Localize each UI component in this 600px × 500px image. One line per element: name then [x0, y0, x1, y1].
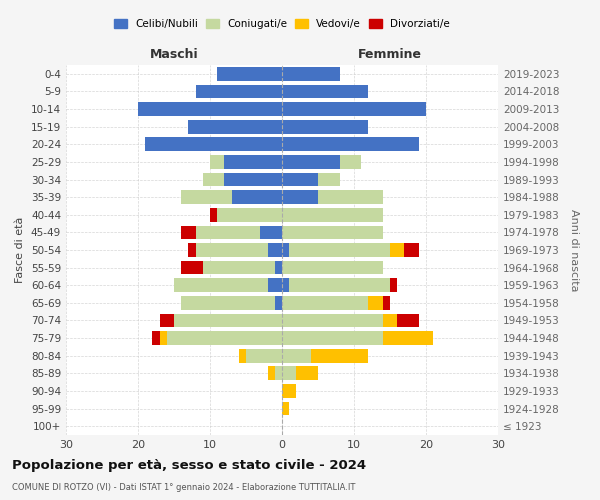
- Bar: [268, 278, 282, 292]
- Bar: [188, 120, 282, 134]
- Bar: [181, 226, 196, 239]
- Bar: [383, 314, 397, 328]
- Bar: [282, 102, 426, 116]
- Bar: [210, 155, 224, 169]
- Text: Popolazione per età, sesso e stato civile - 2024: Popolazione per età, sesso e stato civil…: [12, 460, 366, 472]
- Bar: [260, 226, 282, 239]
- Bar: [268, 243, 282, 257]
- Bar: [181, 260, 203, 274]
- Bar: [239, 349, 246, 362]
- Bar: [289, 243, 390, 257]
- Bar: [196, 226, 260, 239]
- Bar: [282, 226, 383, 239]
- Bar: [282, 190, 318, 204]
- Bar: [275, 296, 282, 310]
- Bar: [311, 349, 368, 362]
- Bar: [282, 278, 289, 292]
- Bar: [340, 155, 361, 169]
- Bar: [188, 243, 196, 257]
- Bar: [282, 331, 383, 345]
- Bar: [203, 260, 275, 274]
- Bar: [282, 349, 311, 362]
- Bar: [397, 314, 419, 328]
- Bar: [174, 278, 268, 292]
- Bar: [282, 260, 383, 274]
- Bar: [282, 84, 368, 98]
- Bar: [232, 190, 282, 204]
- Bar: [318, 172, 340, 186]
- Y-axis label: Anni di nascita: Anni di nascita: [569, 209, 579, 291]
- Bar: [181, 190, 232, 204]
- Bar: [275, 366, 282, 380]
- Bar: [282, 138, 419, 151]
- Bar: [282, 208, 383, 222]
- Bar: [196, 84, 282, 98]
- Bar: [210, 208, 217, 222]
- Bar: [282, 155, 340, 169]
- Bar: [296, 366, 318, 380]
- Bar: [160, 331, 167, 345]
- Bar: [196, 243, 268, 257]
- Bar: [390, 278, 397, 292]
- Bar: [275, 260, 282, 274]
- Text: Femmine: Femmine: [358, 48, 422, 62]
- Bar: [145, 138, 282, 151]
- Bar: [368, 296, 383, 310]
- Bar: [282, 384, 296, 398]
- Bar: [404, 243, 419, 257]
- Text: Maschi: Maschi: [149, 48, 199, 62]
- Bar: [246, 349, 282, 362]
- Bar: [217, 208, 282, 222]
- Bar: [167, 331, 282, 345]
- Bar: [160, 314, 174, 328]
- Bar: [152, 331, 160, 345]
- Bar: [282, 120, 368, 134]
- Y-axis label: Fasce di età: Fasce di età: [16, 217, 25, 283]
- Bar: [282, 67, 340, 80]
- Bar: [224, 155, 282, 169]
- Bar: [282, 366, 296, 380]
- Bar: [268, 366, 275, 380]
- Bar: [282, 172, 318, 186]
- Bar: [289, 278, 390, 292]
- Bar: [282, 402, 289, 415]
- Bar: [282, 314, 383, 328]
- Legend: Celibi/Nubili, Coniugati/e, Vedovi/e, Divorziati/e: Celibi/Nubili, Coniugati/e, Vedovi/e, Di…: [110, 14, 454, 34]
- Bar: [224, 172, 282, 186]
- Bar: [282, 243, 289, 257]
- Bar: [390, 243, 404, 257]
- Bar: [282, 296, 368, 310]
- Text: COMUNE DI ROTZO (VI) - Dati ISTAT 1° gennaio 2024 - Elaborazione TUTTITALIA.IT: COMUNE DI ROTZO (VI) - Dati ISTAT 1° gen…: [12, 484, 355, 492]
- Bar: [217, 67, 282, 80]
- Bar: [181, 296, 275, 310]
- Bar: [174, 314, 282, 328]
- Bar: [383, 296, 390, 310]
- Bar: [138, 102, 282, 116]
- Bar: [383, 331, 433, 345]
- Bar: [318, 190, 383, 204]
- Bar: [203, 172, 224, 186]
